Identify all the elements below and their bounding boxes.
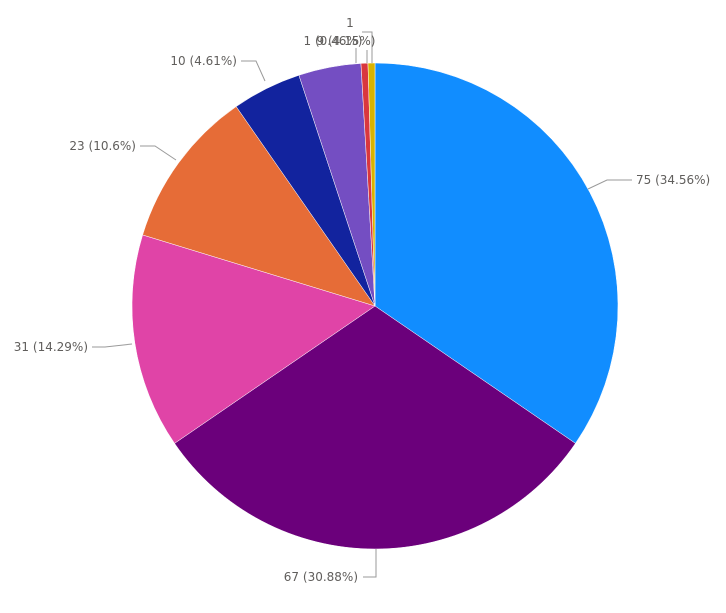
pie-slice-3[interactable]	[131, 234, 376, 444]
data-labels: 75 (34.56%) 67 (30.88%) 31 (14.29%) 23 (10.…	[14, 16, 710, 584]
leader-line-2	[363, 549, 377, 578]
pie-slice-1[interactable]	[374, 62, 619, 444]
leader-line-1	[587, 179, 632, 190]
data-label-7: 1 (0.46%)	[304, 34, 363, 48]
leader-line-4	[140, 145, 177, 161]
data-label-5: 10 (4.61%)	[170, 54, 237, 68]
leader-line-3	[92, 343, 133, 348]
data-label-1: 75 (34.56%)	[636, 173, 710, 187]
data-label-3: 31 (14.29%)	[14, 340, 88, 354]
label-leader-lines	[92, 31, 632, 578]
pie-slice-2[interactable]	[174, 305, 576, 550]
data-label-6: 9 (4.15%)	[317, 34, 376, 48]
pie-slice-4[interactable]	[142, 106, 376, 307]
leader-line-5	[241, 60, 266, 82]
data-label-4: 23 (10.6%)	[69, 139, 136, 153]
pie-slice-8[interactable]	[367, 62, 376, 307]
data-label-8: 1	[346, 16, 354, 30]
pie-slices	[131, 62, 619, 550]
data-label-2: 67 (30.88%)	[284, 570, 358, 584]
leader-line-8	[362, 31, 373, 63]
